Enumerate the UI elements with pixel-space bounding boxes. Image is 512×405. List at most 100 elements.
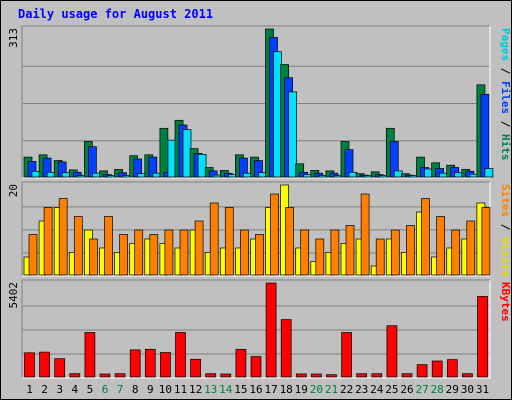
panel-bevel-dark <box>21 181 490 276</box>
chart-title: Daily usage for August 2011 <box>18 7 213 21</box>
bar-kbytes-day-25 <box>386 325 398 378</box>
bar-sites-day-14 <box>224 207 234 276</box>
panel-label-part: Files <box>499 81 512 114</box>
bar-sites-day-28 <box>436 216 445 276</box>
x-tick-label-1: 1 <box>26 383 33 396</box>
panel-background <box>22 26 490 178</box>
bar-sites-day-26 <box>406 225 415 276</box>
panel-label-part: / <box>499 61 512 81</box>
bar-sites-day-25 <box>390 229 400 276</box>
panel-visits-sites: 20 Sites / Visits <box>7 181 512 277</box>
bar-sites-day-6 <box>104 216 113 276</box>
bar-kbytes-day-22 <box>341 332 352 378</box>
panel-label-part: KBytes <box>499 282 512 322</box>
x-tick-label-17: 17 <box>264 383 277 396</box>
bar-sites-day-5 <box>89 238 98 276</box>
x-tick-label-11: 11 <box>174 383 187 396</box>
bar-sites-day-21 <box>330 229 340 276</box>
panel-hits-files-pages: 313 Pages / Files / Hits <box>7 25 512 179</box>
x-tick-label-13: 13 <box>204 383 217 396</box>
bar-sites-day-10 <box>164 229 174 276</box>
x-tick-label-29: 29 <box>446 383 459 396</box>
bar-sites-day-29 <box>451 229 461 276</box>
bar-sites-day-20 <box>315 238 325 276</box>
bar-kbytes-day-21 <box>326 374 337 378</box>
panel-label: Pages / Files / Hits <box>499 28 512 161</box>
bar-sites-day-2 <box>43 207 53 276</box>
bar-sites-day-27 <box>421 198 430 276</box>
panel-label-part: Sites <box>499 184 512 217</box>
bar-sites-day-22 <box>345 225 355 276</box>
bar-sites-day-23 <box>360 193 370 276</box>
panel-bevel-dark <box>21 25 490 178</box>
panel-bevel-light <box>22 280 491 379</box>
bar-kbytes-day-4 <box>69 373 81 378</box>
bar-sites-day-16 <box>255 234 264 276</box>
x-tick-label-5: 5 <box>87 383 94 396</box>
panel-label: KBytes <box>499 282 512 322</box>
x-tick-label-24: 24 <box>370 383 384 396</box>
x-tick-label-15: 15 <box>234 383 247 396</box>
x-tick-label-22: 22 <box>340 383 353 396</box>
bar-sites-day-12 <box>194 220 204 276</box>
x-tick-label-20: 20 <box>310 383 323 396</box>
bar-sites-day-15 <box>240 229 249 276</box>
bar-kbytes-day-17 <box>265 282 277 378</box>
panel-label-part: / <box>499 114 512 134</box>
bar-sites-day-13 <box>209 202 219 276</box>
x-tick-label-4: 4 <box>71 383 78 396</box>
bar-kbytes-day-7 <box>114 373 126 378</box>
bar-kbytes-day-18 <box>280 319 292 378</box>
x-tick-label-16: 16 <box>249 383 262 396</box>
x-tick-label-3: 3 <box>56 383 63 396</box>
x-tick-label-30: 30 <box>461 383 474 396</box>
x-tick-label-25: 25 <box>385 383 398 396</box>
bar-kbytes-day-31 <box>477 296 488 378</box>
bar-pages-day-12 <box>197 153 207 178</box>
x-tick-label-14: 14 <box>219 383 233 396</box>
x-tick-label-18: 18 <box>280 383 293 396</box>
x-tick-label-6: 6 <box>102 383 109 396</box>
bar-kbytes-day-16 <box>250 356 262 378</box>
ymax-label: 313 <box>7 28 20 48</box>
bar-sites-day-3 <box>58 198 68 276</box>
bar-sites-day-1 <box>28 234 38 276</box>
bar-kbytes-day-26 <box>401 373 413 378</box>
x-tick-label-9: 9 <box>147 383 154 396</box>
bar-kbytes-day-28 <box>431 360 443 378</box>
ymax-label: 5402 <box>7 282 20 309</box>
bar-kbytes-day-12 <box>190 358 201 378</box>
panel-label-part: Hits <box>499 134 512 161</box>
bar-kbytes-day-30 <box>462 373 473 378</box>
bar-sites-day-30 <box>466 220 476 276</box>
x-tick-label-27: 27 <box>415 383 428 396</box>
bar-kbytes-day-29 <box>446 359 458 378</box>
x-tick-label-21: 21 <box>325 383 338 396</box>
bars-hits-files-pages <box>23 28 494 178</box>
bar-sites-day-11 <box>179 229 189 276</box>
bars-visits-sites <box>23 184 491 276</box>
bar-kbytes-day-15 <box>235 348 247 378</box>
x-tick-label-2: 2 <box>41 383 48 396</box>
panel-label-part: Pages <box>499 28 512 61</box>
bar-sites-day-8 <box>134 229 144 276</box>
ymax-label: 20 <box>7 184 20 197</box>
bar-sites-day-17 <box>270 193 279 276</box>
bar-sites-day-19 <box>300 229 310 276</box>
panel-bevel-light <box>22 26 491 179</box>
bar-kbytes-day-10 <box>160 352 171 378</box>
bar-sites-day-18 <box>285 207 294 276</box>
panel-bevel-dark <box>21 279 490 378</box>
bar-pages-day-31 <box>484 168 494 178</box>
bar-kbytes-day-1 <box>24 352 35 378</box>
bar-kbytes-day-5 <box>84 332 96 378</box>
panel-label-part: / <box>499 217 512 237</box>
bar-sites-day-4 <box>73 216 83 276</box>
bar-files-day-31 <box>480 93 490 178</box>
x-tick-label-10: 10 <box>159 383 172 396</box>
bar-sites-day-9 <box>149 234 159 276</box>
bar-kbytes-day-23 <box>356 373 368 378</box>
bar-kbytes-day-13 <box>205 373 217 378</box>
